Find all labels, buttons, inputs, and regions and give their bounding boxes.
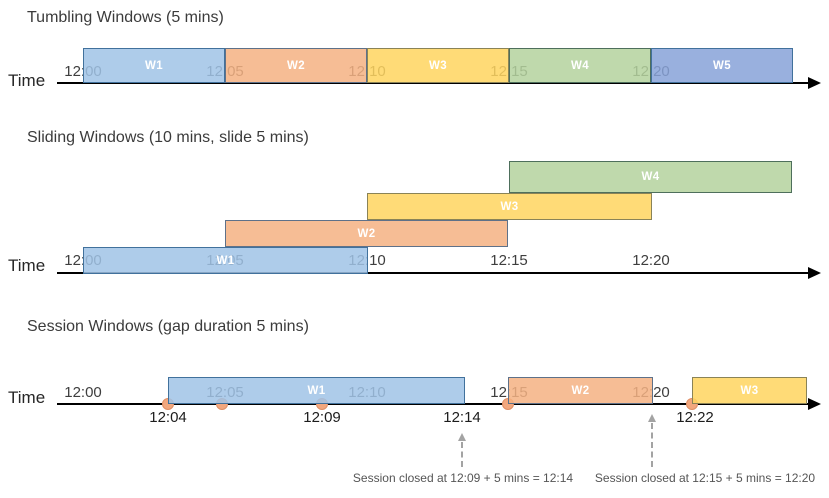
session-section-title: Session Windows (gap duration 5 mins) bbox=[27, 318, 309, 335]
tumbling-timeline bbox=[57, 82, 808, 84]
window-label: W1 bbox=[216, 254, 235, 267]
window-label: W4 bbox=[570, 59, 590, 72]
window-label: W1 bbox=[307, 384, 326, 397]
event-time-label: 12:22 bbox=[676, 409, 714, 426]
dashed-callout-line bbox=[651, 423, 653, 467]
window-label: W3 bbox=[428, 59, 448, 72]
window-bar-sliding-w2: W2 bbox=[225, 220, 508, 247]
tumbling-section-title: Tumbling Windows (5 mins) bbox=[27, 9, 224, 26]
window-label: W2 bbox=[571, 384, 590, 397]
window-label: W2 bbox=[357, 227, 376, 240]
sliding-section-title: Sliding Windows (10 mins, slide 5 mins) bbox=[27, 129, 309, 146]
window-label: W1 bbox=[144, 59, 164, 72]
event-time-label: 12:04 bbox=[149, 409, 187, 426]
up-arrowhead-icon bbox=[648, 414, 656, 422]
tumbling-time-axis-label: Time bbox=[8, 71, 46, 90]
tick-label: 12:20 bbox=[632, 252, 670, 269]
session-closed-annotation-2: Session closed at 12:15 + 5 mins = 12:20 bbox=[594, 471, 816, 485]
window-bar-sliding-w3: W3 bbox=[367, 193, 652, 220]
window-bar-session-w2: W2 bbox=[508, 377, 653, 404]
tick-label: 12:15 bbox=[490, 252, 528, 269]
window-bar-tumbling-w5: W5 bbox=[651, 48, 793, 83]
window-bar-sliding-w1: W1 bbox=[83, 247, 368, 274]
window-label: W4 bbox=[641, 171, 660, 183]
window-bar-sliding-w4: W4 bbox=[509, 161, 792, 193]
window-bar-tumbling-w3: W3 bbox=[367, 48, 509, 83]
session-timeline bbox=[57, 403, 808, 405]
session-timeline-arrowhead-icon bbox=[808, 398, 821, 410]
window-bar-session-w3: W3 bbox=[692, 377, 807, 404]
sliding-timeline-arrowhead-icon bbox=[808, 267, 821, 279]
window-bar-session-w1: W1 bbox=[168, 377, 465, 404]
session-closed-annotation-1: Session closed at 12:09 + 5 mins = 12:14 bbox=[352, 471, 574, 485]
sliding-time-axis-label: Time bbox=[8, 256, 46, 275]
session-close-time-label: 12:14 bbox=[443, 409, 481, 426]
event-time-label: 12:09 bbox=[303, 409, 341, 426]
up-arrowhead-icon bbox=[458, 433, 466, 441]
window-label: W2 bbox=[286, 59, 306, 72]
window-label: W5 bbox=[712, 59, 732, 72]
sliding-timeline bbox=[57, 272, 808, 274]
window-label: W3 bbox=[740, 384, 759, 397]
window-bar-tumbling-w2: W2 bbox=[225, 48, 367, 83]
dashed-callout-line bbox=[461, 442, 463, 467]
tumbling-timeline-arrowhead-icon bbox=[808, 77, 821, 89]
window-bar-tumbling-w1: W1 bbox=[83, 48, 225, 83]
tick-label: 12:00 bbox=[64, 384, 102, 401]
window-label: W3 bbox=[500, 200, 519, 213]
session-time-axis-label: Time bbox=[8, 388, 46, 407]
window-bar-tumbling-w4: W4 bbox=[509, 48, 651, 83]
